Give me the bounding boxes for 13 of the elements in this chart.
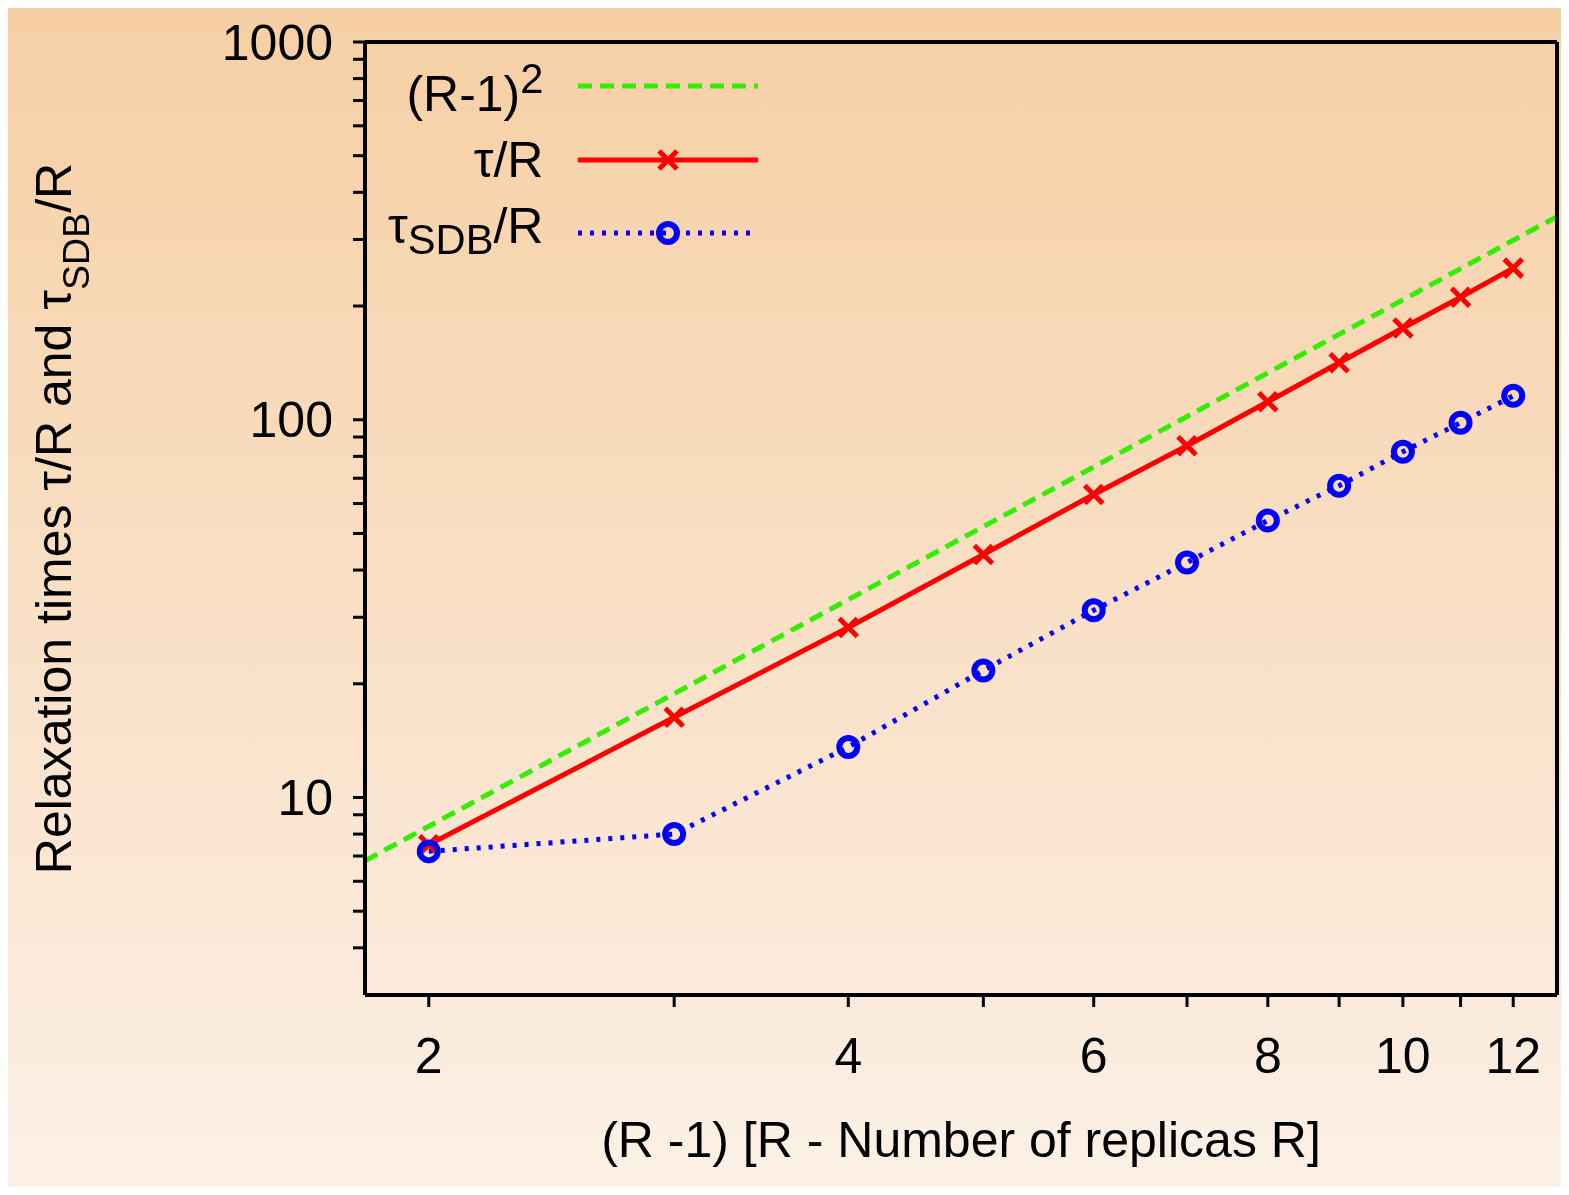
x-tick-label: 4	[834, 1027, 863, 1084]
legend-label: (R-1)$^{2}$	[405, 54, 544, 124]
y-tick-label: 10	[277, 770, 333, 827]
legend-label: τ/R	[472, 130, 544, 190]
y-tick-label: 100	[249, 392, 333, 449]
legend-label: τ$_{SDB}$/R	[388, 196, 544, 265]
y-tick-label: 1000	[221, 14, 333, 71]
x-tick-label: 12	[1485, 1027, 1542, 1084]
x-tick-label: 6	[1079, 1027, 1108, 1084]
x-axis-title: (R -1) [R - Number of replicas R]	[601, 1112, 1321, 1168]
x-tick-label: 10	[1375, 1027, 1431, 1084]
x-tick-label: 8	[1253, 1027, 1282, 1084]
x-tick-label: 2	[414, 1027, 443, 1084]
